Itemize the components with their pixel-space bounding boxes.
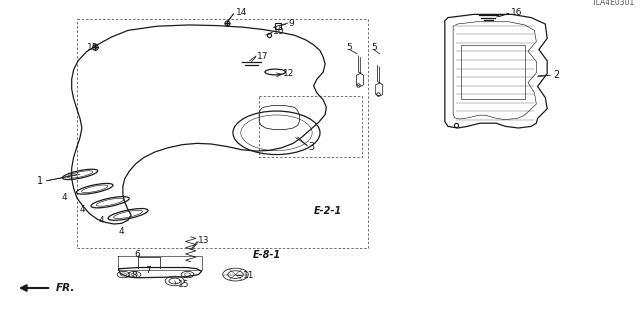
Text: 3: 3 [308, 142, 315, 152]
Text: 5: 5 [347, 43, 352, 52]
Text: 1: 1 [37, 176, 44, 186]
Text: 7: 7 [146, 266, 151, 275]
Text: 15: 15 [178, 280, 189, 289]
Text: 11: 11 [243, 271, 255, 280]
Text: 17: 17 [257, 52, 269, 61]
Text: 10: 10 [273, 28, 284, 36]
Text: 4: 4 [61, 193, 67, 202]
Text: E-8-1: E-8-1 [253, 250, 281, 260]
Text: TLA4E0301: TLA4E0301 [592, 0, 636, 7]
Text: 16: 16 [511, 8, 522, 17]
Text: 4: 4 [119, 227, 124, 236]
Text: 12: 12 [283, 69, 294, 78]
Text: 2: 2 [554, 70, 560, 80]
Text: 8: 8 [132, 271, 137, 280]
Text: 9: 9 [288, 19, 294, 28]
Text: 14: 14 [236, 8, 247, 17]
Text: 4: 4 [79, 205, 84, 214]
Text: 13: 13 [198, 236, 210, 245]
Text: 4: 4 [99, 216, 104, 225]
Text: 15: 15 [87, 44, 99, 52]
Text: 6: 6 [135, 250, 140, 259]
Text: FR.: FR. [56, 283, 75, 293]
Text: E-2-1: E-2-1 [314, 205, 342, 216]
Text: 5: 5 [371, 43, 376, 52]
